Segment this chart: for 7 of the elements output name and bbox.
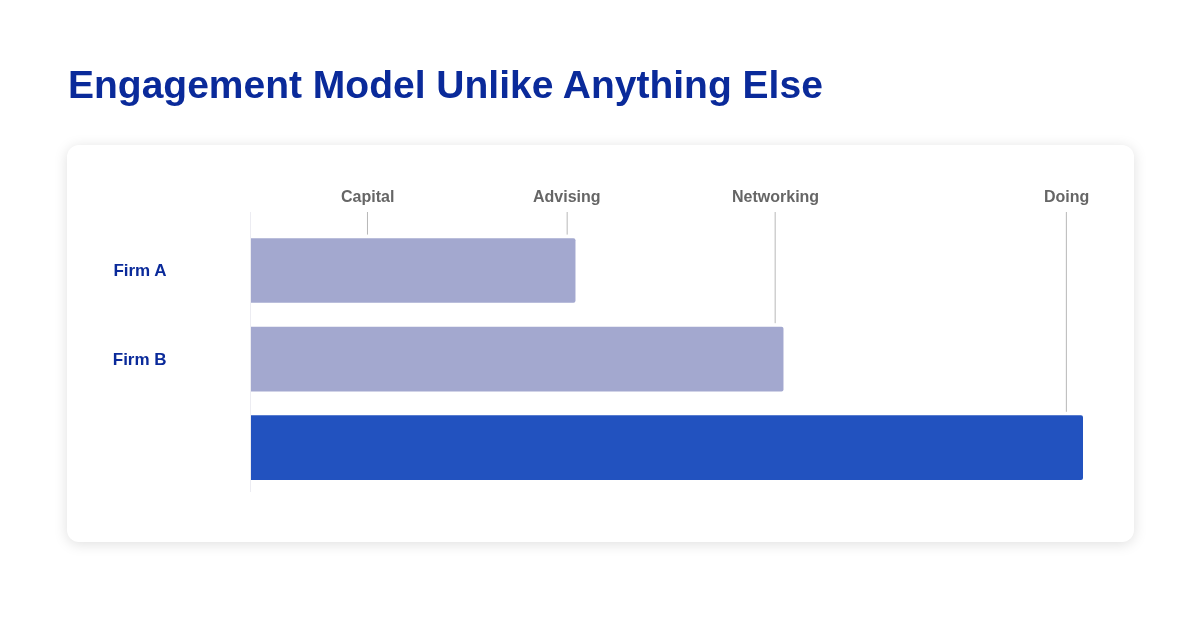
ref-line-label: Capital	[341, 188, 395, 205]
y-tick-label: Firm B	[112, 350, 167, 370]
ref-line-label: Doing	[1044, 188, 1090, 205]
chart-title: Engagement Model Unlike Anything Else	[68, 62, 823, 106]
ref-line-label: Advising	[533, 188, 601, 205]
y-tick-label: Firm A	[113, 261, 167, 281]
ref-line-label: Networking	[732, 188, 820, 205]
